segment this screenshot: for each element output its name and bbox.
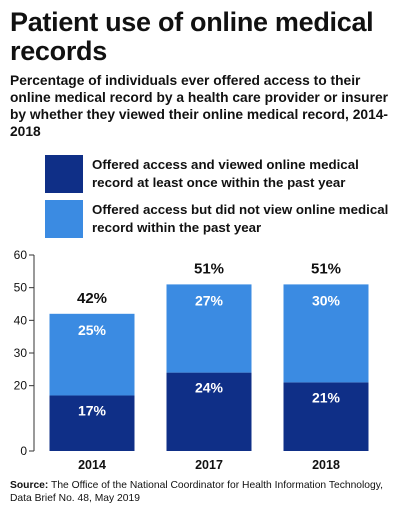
- bar-not-viewed-2017: [166, 284, 252, 373]
- bar-viewed-2014: [49, 395, 135, 451]
- data-label-viewed-2017: 24%: [195, 380, 224, 396]
- x-tick-label-2014: 2014: [78, 458, 106, 472]
- source-label: Source:: [10, 480, 49, 491]
- data-label-not-viewed-2017: 27%: [195, 292, 224, 308]
- legend-swatch-viewed: [45, 155, 83, 193]
- data-label-not-viewed-2014: 25%: [78, 322, 107, 338]
- bar-not-viewed-2014: [49, 313, 135, 396]
- y-tick-label-50: 50: [14, 281, 28, 295]
- legend-swatch-not-viewed: [45, 200, 83, 238]
- y-tick-label-0: 0: [20, 444, 27, 458]
- legend-item-viewed: Offered access and viewed online medical…: [45, 155, 395, 195]
- total-label-2017: 51%: [194, 260, 224, 277]
- source-text: The Office of the National Coordinator f…: [10, 480, 384, 504]
- chart-subtitle: Percentage of individuals ever offered a…: [10, 73, 389, 139]
- legend-label-viewed: Offered access and viewed online medical…: [92, 157, 359, 190]
- stacked-bar-chart: 0 20 30 40 50 60 17% 25% 42% 2014 24% 27% 51% 2017 21%…: [14, 248, 369, 472]
- x-tick-label-2017: 2017: [195, 458, 223, 472]
- data-label-not-viewed-2018: 30%: [312, 292, 341, 308]
- source-note: Source: The Office of the National Coord…: [10, 480, 395, 505]
- y-tick-label-40: 40: [14, 313, 28, 327]
- data-label-viewed-2014: 17%: [78, 402, 107, 418]
- data-label-viewed-2018: 21%: [312, 389, 341, 405]
- legend-label-not-viewed: Offered access but did not view online m…: [92, 202, 389, 235]
- y-tick-label-20: 20: [14, 379, 28, 393]
- y-tick-label-30: 30: [14, 346, 28, 360]
- total-label-2014: 42%: [77, 290, 107, 307]
- legend-item-not-viewed: Offered access but did not view online m…: [45, 200, 395, 240]
- bar-not-viewed-2018: [283, 284, 369, 383]
- x-tick-label-2018: 2018: [312, 458, 340, 472]
- bar-viewed-2018: [283, 382, 369, 451]
- y-tick-label-60: 60: [14, 248, 28, 262]
- total-label-2018: 51%: [311, 260, 341, 277]
- bar-viewed-2017: [166, 372, 252, 451]
- chart-title: Patient use of online medical records: [10, 7, 374, 66]
